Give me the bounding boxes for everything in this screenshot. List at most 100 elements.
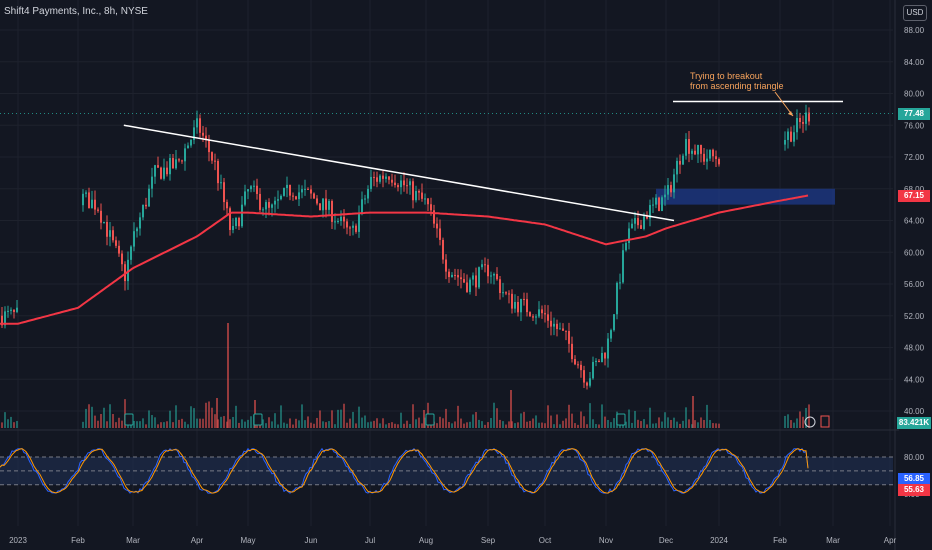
candle-body	[643, 216, 645, 229]
volume-bar	[154, 417, 156, 428]
volume-bar	[319, 410, 321, 428]
time-tick-label: Jul	[365, 536, 375, 545]
volume-bar	[124, 399, 126, 428]
volume-bar	[604, 416, 606, 428]
volume-bar	[454, 421, 456, 428]
time-tick-label: Sep	[481, 536, 496, 545]
volume-bar	[496, 408, 498, 428]
volume-bar	[196, 418, 198, 428]
volume-bar	[523, 411, 525, 428]
volume-bar	[265, 423, 267, 428]
volume-bar	[271, 421, 273, 428]
volume-bar	[787, 414, 789, 428]
volume-badge: 83.421K	[897, 417, 931, 429]
candle-body	[103, 221, 105, 223]
candle-body	[472, 275, 474, 280]
volume-bar	[445, 408, 447, 428]
candle-body	[85, 192, 87, 194]
candle-body	[82, 193, 84, 206]
axes: 40.00 44.00 48.00 52.00 56.00 60.00 64.00 68.00…	[9, 0, 925, 550]
candle-body	[88, 192, 90, 209]
volume-bar	[227, 323, 229, 428]
volume-bar	[538, 422, 540, 428]
candle-body	[91, 199, 93, 209]
volume-bar	[367, 422, 369, 428]
volume-bar	[715, 423, 717, 428]
candle-body	[679, 160, 681, 165]
volume-bar	[382, 418, 384, 428]
volume-bar	[340, 409, 342, 428]
candle-body	[301, 189, 303, 193]
time-tick-label: Jun	[305, 536, 318, 545]
candle-body	[106, 221, 108, 237]
candle-body	[592, 362, 594, 379]
volume-bar	[181, 418, 183, 428]
candle-body	[709, 149, 711, 159]
volume-bar	[397, 424, 399, 428]
volume-bar	[250, 416, 252, 428]
candle-body	[112, 230, 114, 241]
candle-body	[619, 282, 621, 284]
candle-body	[577, 364, 579, 366]
volume-bar	[301, 404, 303, 428]
volume-bar	[216, 398, 218, 428]
volume-bar	[151, 415, 153, 428]
volume-bar	[529, 420, 531, 428]
volume-bar	[379, 423, 381, 428]
candle-body	[532, 316, 534, 318]
candle-body	[586, 382, 588, 386]
candle-body	[310, 189, 312, 194]
earnings-marker	[124, 413, 134, 426]
volume-bar	[337, 409, 339, 428]
earnings-marker	[253, 413, 263, 426]
volume-bar	[4, 412, 6, 428]
volume-bar	[589, 403, 591, 428]
price-tick-label: 64.00	[904, 217, 925, 226]
volume-bar	[112, 413, 114, 428]
volume-bar	[784, 415, 786, 428]
volume-bar	[574, 423, 576, 428]
candle-body	[304, 188, 306, 190]
candle-body	[430, 204, 432, 211]
candle-body	[361, 199, 363, 214]
candle-body	[349, 227, 351, 229]
volume-bar	[697, 422, 699, 428]
candle-body	[319, 203, 321, 211]
volume-bar	[343, 403, 345, 428]
candle-body	[328, 201, 330, 210]
candle-body	[553, 323, 555, 327]
volume-bar	[349, 418, 351, 428]
candle-body	[352, 225, 354, 228]
volume-bar	[223, 416, 225, 428]
volume-bar	[510, 390, 512, 428]
candle-body	[127, 259, 129, 282]
candle-body	[283, 188, 285, 196]
volume-bar	[805, 407, 807, 428]
volume-bar	[418, 417, 420, 428]
volume-bar	[601, 404, 603, 428]
time-tick-label: 2023	[9, 536, 27, 545]
candle-body	[115, 240, 117, 246]
volume-bar	[628, 409, 630, 428]
volume-bar	[235, 405, 237, 428]
candle-body	[208, 139, 210, 153]
price-tick-label: 68.00	[904, 185, 925, 194]
volume-bar	[199, 418, 201, 428]
support-zone-rect	[656, 188, 835, 205]
volume-bar	[313, 423, 315, 428]
candle-body	[268, 202, 270, 208]
volume-bar	[646, 424, 648, 428]
volume-bar	[423, 410, 425, 428]
candle-body	[256, 185, 258, 194]
volume-bar	[136, 421, 138, 428]
time-tick-label: Apr	[191, 536, 204, 545]
volume-bar	[598, 424, 600, 428]
volume-bar	[610, 422, 612, 428]
volume-bar	[487, 422, 489, 428]
candle-body	[379, 175, 381, 182]
volume-bar	[160, 422, 162, 428]
currency-button[interactable]: USD	[903, 5, 927, 21]
time-tick-label: Apr	[884, 536, 897, 545]
volume-bar	[802, 416, 804, 428]
